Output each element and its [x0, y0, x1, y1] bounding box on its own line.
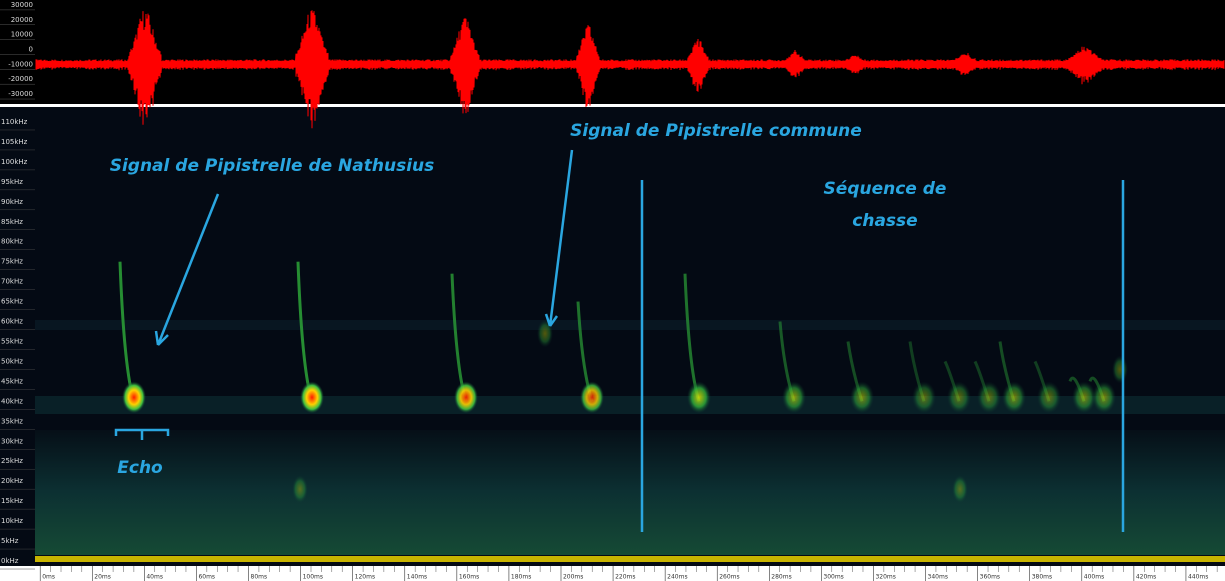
x-tick-label: 360ms	[980, 574, 1000, 581]
call-peak	[300, 381, 324, 414]
call-peak	[912, 381, 936, 414]
x-tick-label: 140ms	[407, 574, 427, 581]
y-tick-label: 5kHz	[1, 537, 19, 545]
faint-spot	[1112, 355, 1128, 384]
separator	[0, 104, 1225, 107]
faint-band	[35, 320, 1225, 330]
annotation: Signal de Pipistrelle commune	[570, 121, 862, 141]
x-tick-label: 100ms	[303, 574, 323, 581]
y-tick-label: 85kHz	[1, 218, 23, 226]
x-tick-label: 20ms	[94, 574, 111, 581]
call-peak	[947, 381, 971, 414]
y-tick-label: -20000	[8, 75, 33, 83]
call-peak	[454, 381, 478, 414]
y-tick-label: 10kHz	[1, 517, 23, 525]
y-tick-label: 30000	[11, 1, 33, 9]
waveform	[35, 10, 1225, 129]
y-tick-label: 90kHz	[1, 198, 23, 206]
annotation: Signal de Pipistrelle de Nathusius	[110, 156, 435, 176]
y-tick-label: 10000	[11, 31, 33, 39]
annotation: Séquence de	[824, 179, 947, 199]
y-tick-label: 105kHz	[1, 138, 28, 146]
x-tick-label: 180ms	[511, 574, 531, 581]
y-tick-label: 20000	[11, 16, 33, 24]
x-tick-label: 380ms	[1032, 574, 1052, 581]
call-peak	[1037, 381, 1061, 414]
x-tick-label: 420ms	[1136, 574, 1156, 581]
y-tick-label: 110kHz	[1, 118, 28, 126]
y-tick-label: 55kHz	[1, 337, 23, 345]
y-tick-label: 25kHz	[1, 457, 23, 465]
x-tick-label: 40ms	[146, 574, 163, 581]
x-tick-label: 440ms	[1188, 574, 1208, 581]
annotation: Echo	[117, 458, 163, 478]
y-tick-label: 20kHz	[1, 477, 23, 485]
x-tick-label: 240ms	[667, 574, 687, 581]
faint-spot	[952, 475, 968, 504]
call-peak	[782, 381, 806, 414]
x-tick-label: 320ms	[875, 574, 895, 581]
dc-line	[35, 556, 1225, 562]
y-tick-label: 35kHz	[1, 417, 23, 425]
y-tick-label: 65kHz	[1, 298, 23, 306]
noise-band	[35, 430, 1225, 555]
y-tick-label: 45kHz	[1, 377, 23, 385]
y-tick-label: 80kHz	[1, 238, 23, 246]
y-tick-label: 50kHz	[1, 357, 23, 365]
x-tick-label: 400ms	[1084, 574, 1104, 581]
call-peak	[1072, 381, 1096, 414]
call-peak	[977, 381, 1001, 414]
y-tick-label: -10000	[8, 60, 33, 68]
x-tick-label: 0ms	[42, 574, 55, 581]
x-axis-bg	[0, 566, 1225, 581]
x-tick-label: 60ms	[198, 574, 215, 581]
x-tick-label: 280ms	[771, 574, 791, 581]
y-tick-label: 0kHz	[1, 557, 19, 565]
x-tick-label: 340ms	[928, 574, 948, 581]
call-peak	[687, 381, 711, 414]
x-tick-label: 200ms	[563, 574, 583, 581]
y-tick-label: 100kHz	[1, 158, 28, 166]
faint-spot	[537, 319, 553, 348]
call-peak	[850, 381, 874, 414]
call-peak	[122, 381, 146, 414]
y-tick-label: 0	[29, 45, 33, 53]
call-peak	[1092, 381, 1116, 414]
x-tick-label: 160ms	[459, 574, 479, 581]
y-tick-label: 95kHz	[1, 178, 23, 186]
x-tick-label: 120ms	[355, 574, 375, 581]
x-tick-label: 220ms	[615, 574, 635, 581]
y-tick-label: 75kHz	[1, 258, 23, 266]
y-tick-label: -30000	[8, 90, 33, 98]
call-peak	[1002, 381, 1026, 414]
y-tick-label: 40kHz	[1, 397, 23, 405]
annotation: chasse	[852, 211, 917, 231]
x-tick-label: 300ms	[823, 574, 843, 581]
faint-spot	[292, 475, 308, 504]
y-tick-label: 30kHz	[1, 437, 23, 445]
y-tick-label: 70kHz	[1, 278, 23, 286]
x-tick-label: 80ms	[251, 574, 268, 581]
call-peak	[580, 381, 604, 414]
annotation-shapes	[114, 149, 1125, 532]
x-tick-label: 260ms	[719, 574, 739, 581]
waveform-bg	[0, 0, 1225, 104]
y-tick-label: 15kHz	[1, 497, 23, 505]
y-tick-label: 60kHz	[1, 318, 23, 326]
